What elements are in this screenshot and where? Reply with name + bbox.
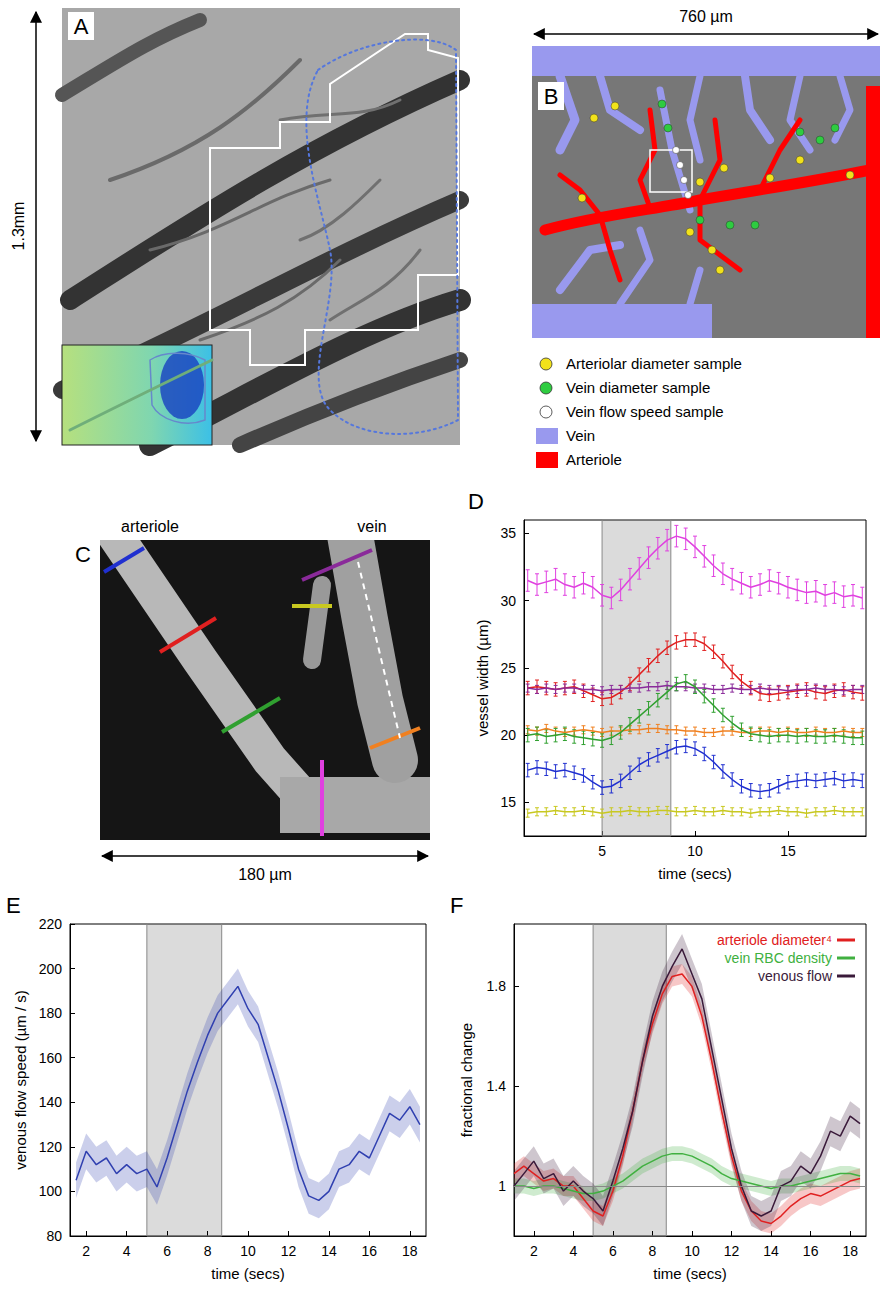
svg-text:1: 1 (498, 1178, 506, 1194)
svg-text:E: E (6, 893, 21, 918)
svg-text:6: 6 (163, 1243, 171, 1259)
svg-text:venous flow: venous flow (758, 968, 833, 984)
svg-text:100: 100 (39, 1183, 63, 1199)
svg-text:8: 8 (204, 1243, 212, 1259)
svg-text:18: 18 (402, 1243, 418, 1259)
svg-text:12: 12 (724, 1243, 740, 1259)
svg-text:10: 10 (684, 1243, 700, 1259)
svg-text:2: 2 (82, 1243, 90, 1259)
svg-text:2: 2 (530, 1243, 538, 1259)
svg-text:180: 180 (39, 1005, 63, 1021)
svg-text:10: 10 (687, 843, 703, 859)
svg-text:4: 4 (569, 1243, 577, 1259)
svg-text:25: 25 (500, 660, 516, 676)
svg-text:10: 10 (240, 1243, 256, 1259)
svg-text:16: 16 (803, 1243, 819, 1259)
svg-text:5: 5 (598, 843, 606, 859)
svg-text:35: 35 (500, 525, 516, 541)
svg-text:120: 120 (39, 1139, 63, 1155)
svg-text:16: 16 (362, 1243, 378, 1259)
svg-text:Vein flow speed sample: Vein flow speed sample (566, 403, 724, 420)
svg-text:arteriole: arteriole (121, 518, 179, 535)
svg-text:Vein diameter sample: Vein diameter sample (566, 379, 710, 396)
svg-text:14: 14 (763, 1243, 779, 1259)
svg-text:15: 15 (780, 843, 796, 859)
svg-text:D: D (468, 489, 484, 514)
svg-text:Vein: Vein (566, 427, 595, 444)
svg-text:1.8: 1.8 (487, 978, 507, 994)
svg-text:A: A (74, 14, 89, 39)
svg-text:arteriole diameter⁴: arteriole diameter⁴ (717, 932, 832, 948)
svg-text:80: 80 (46, 1228, 62, 1244)
svg-text:venous flow speed (µm / s): venous flow speed (µm / s) (12, 990, 29, 1170)
svg-text:time (secs): time (secs) (211, 1265, 284, 1282)
svg-text:160: 160 (39, 1050, 63, 1066)
svg-text:14: 14 (321, 1243, 337, 1259)
svg-text:18: 18 (842, 1243, 858, 1259)
svg-text:6: 6 (609, 1243, 617, 1259)
svg-text:760 µm: 760 µm (679, 8, 733, 25)
svg-text:30: 30 (500, 593, 516, 609)
svg-text:8: 8 (649, 1243, 657, 1259)
svg-text:B: B (544, 84, 559, 109)
svg-text:Arteriolar diameter sample: Arteriolar diameter sample (566, 355, 742, 372)
svg-text:time (secs): time (secs) (658, 865, 731, 882)
svg-text:vein: vein (357, 518, 386, 535)
svg-text:220: 220 (39, 916, 63, 932)
svg-text:140: 140 (39, 1094, 63, 1110)
svg-text:1.3mm: 1.3mm (10, 202, 27, 251)
svg-text:Arteriole: Arteriole (566, 451, 622, 468)
svg-text:C: C (75, 542, 91, 567)
svg-text:F: F (450, 893, 463, 918)
svg-text:20: 20 (500, 727, 516, 743)
svg-text:15: 15 (500, 794, 516, 810)
svg-text:12: 12 (281, 1243, 297, 1259)
svg-text:200: 200 (39, 961, 63, 977)
svg-text:180 µm: 180 µm (238, 866, 292, 883)
svg-text:vessel width (µm): vessel width (µm) (474, 619, 491, 736)
svg-text:1.4: 1.4 (487, 1078, 507, 1094)
svg-text:4: 4 (123, 1243, 131, 1259)
svg-text:fractional change: fractional change (458, 1023, 475, 1137)
svg-text:time (secs): time (secs) (653, 1265, 726, 1282)
svg-text:vein RBC density: vein RBC density (725, 950, 832, 966)
